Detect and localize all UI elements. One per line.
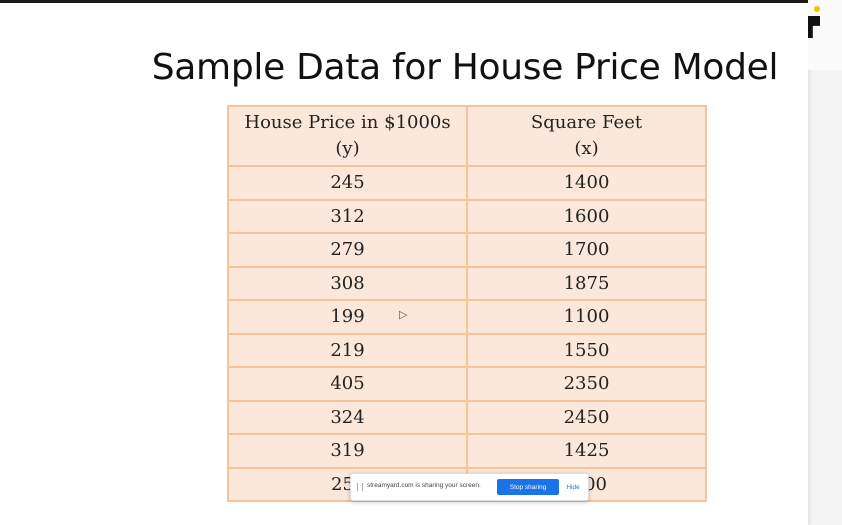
sqft-cell: 1550 xyxy=(466,332,707,368)
price-cell: 199 xyxy=(227,299,468,335)
header-house-price: House Price in $1000s (y) xyxy=(227,105,468,167)
sqft-cell: 1100 xyxy=(466,299,707,335)
sqft-cell: 1400 xyxy=(466,165,707,201)
mouse-cursor-icon: ▷ xyxy=(399,308,408,321)
table-row: 312 1600 xyxy=(227,198,707,234)
table-row: 308 1875 xyxy=(227,265,707,301)
header-square-feet: Square Feet (x) xyxy=(466,105,707,167)
sqft-cell: 2450 xyxy=(466,399,707,435)
price-cell: 324 xyxy=(227,399,468,435)
hide-button[interactable]: Hide xyxy=(563,479,583,495)
price-cell: 405 xyxy=(227,366,468,402)
header-house-price-symbol: (y) xyxy=(335,138,360,159)
drag-handle-icon[interactable] xyxy=(357,483,363,491)
price-cell: 219 xyxy=(227,332,468,368)
price-cell: 245 xyxy=(227,165,468,201)
table-row: 324 2450 xyxy=(227,399,707,435)
table-row: 319 1425 xyxy=(227,433,707,469)
app-corner-logo xyxy=(808,0,842,70)
header-square-feet-label: Square Feet xyxy=(530,112,643,133)
table-header-row: House Price in $1000s (y) Square Feet (x… xyxy=(227,105,707,167)
table-row: 199 1100 xyxy=(227,299,707,335)
stop-sharing-button[interactable]: Stop sharing xyxy=(497,479,559,495)
header-square-feet-symbol: (x) xyxy=(574,138,599,159)
sqft-cell: 1875 xyxy=(466,265,707,301)
table-row: 245 1400 xyxy=(227,165,707,201)
screen-share-notification-bar: streamyard.com is sharing your screen. S… xyxy=(350,473,589,501)
price-cell: 312 xyxy=(227,198,468,234)
sqft-cell: 2350 xyxy=(466,366,707,402)
sqft-cell: 1600 xyxy=(466,198,707,234)
logo-dot-icon xyxy=(814,6,820,12)
logo-icon xyxy=(808,16,820,38)
price-cell: 319 xyxy=(227,433,468,469)
price-cell: 279 xyxy=(227,232,468,268)
header-house-price-label: House Price in $1000s xyxy=(244,112,451,133)
presentation-slide: Sample Data for House Price Model House … xyxy=(0,3,808,525)
sqft-cell: 1700 xyxy=(466,232,707,268)
table-row: 279 1700 xyxy=(227,232,707,268)
window-top-border xyxy=(0,0,842,3)
share-message: streamyard.com is sharing your screen. xyxy=(367,482,481,489)
table-row: 219 1550 xyxy=(227,332,707,368)
house-price-table: House Price in $1000s (y) Square Feet (x… xyxy=(227,105,707,502)
table-row: 405 2350 xyxy=(227,366,707,402)
slide-title: Sample Data for House Price Model xyxy=(151,47,779,88)
sqft-cell: 1425 xyxy=(466,433,707,469)
price-cell: 308 xyxy=(227,265,468,301)
